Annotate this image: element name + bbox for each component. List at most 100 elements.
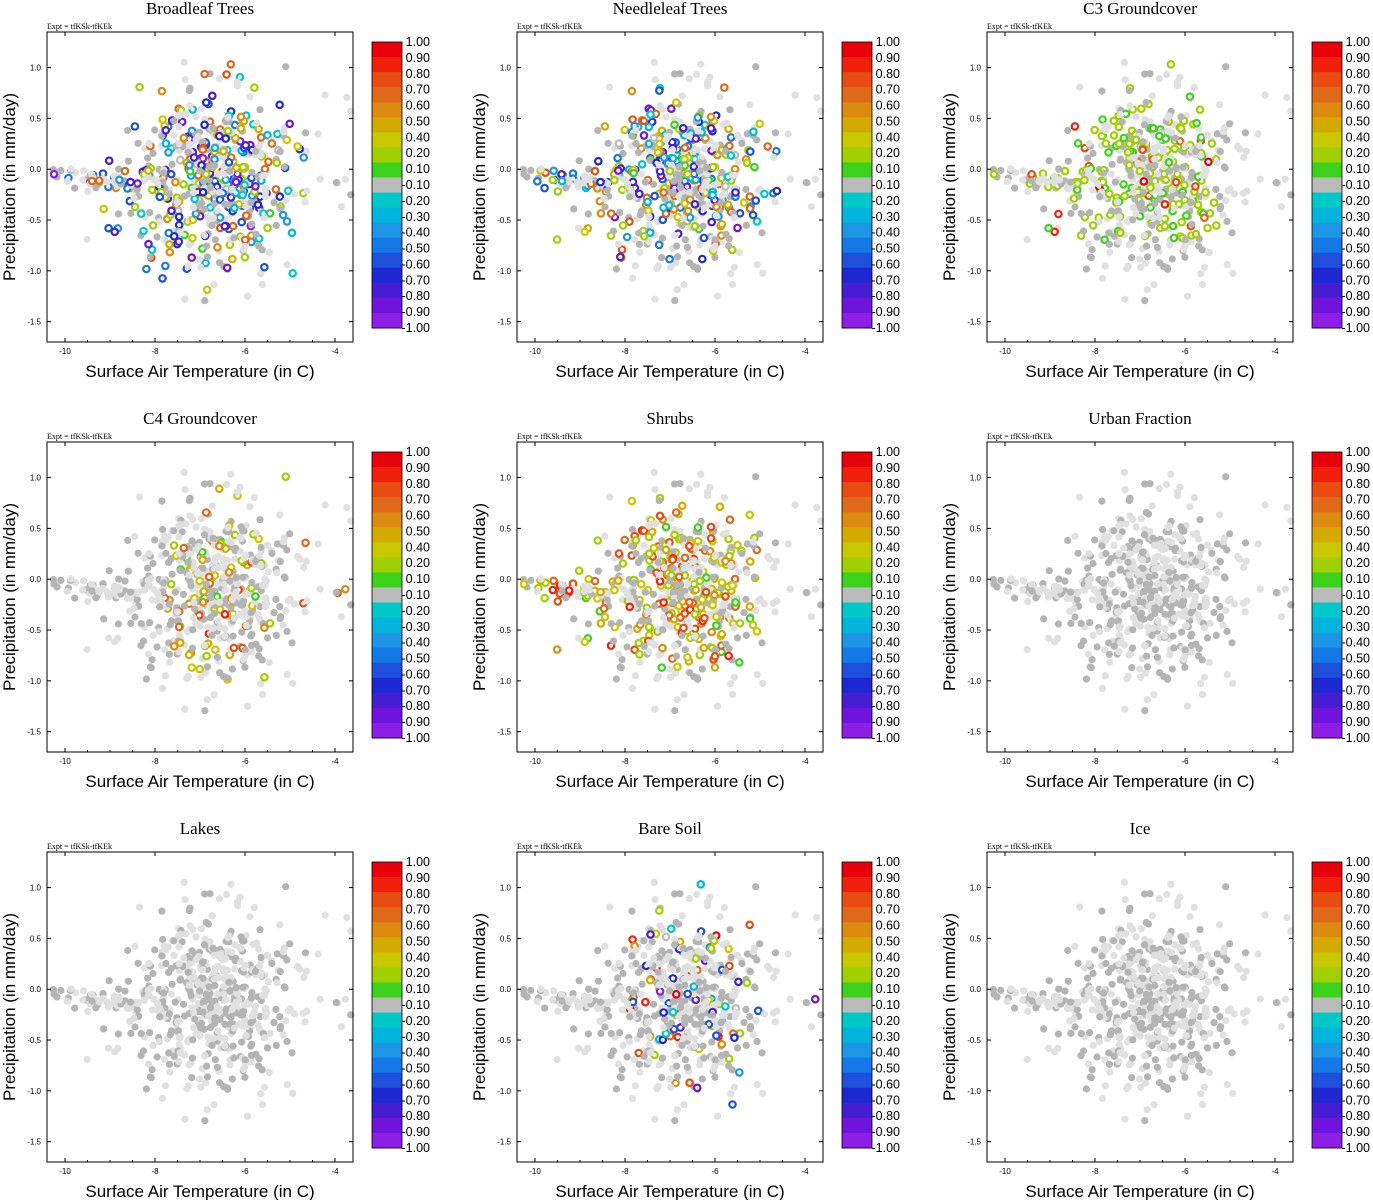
colorbar-label: -0.70 xyxy=(1342,273,1371,287)
scatter-point xyxy=(1219,128,1227,136)
scatter-point xyxy=(1125,550,1133,558)
scatter-point xyxy=(749,127,758,137)
scatter-point xyxy=(1120,58,1128,66)
colorbar-swatch xyxy=(842,237,872,254)
scatter-point xyxy=(686,669,694,677)
scatter-point xyxy=(153,233,161,241)
scatter-point xyxy=(221,175,231,185)
scatter-point xyxy=(155,192,165,202)
scatter-point xyxy=(1148,123,1158,133)
scatter-points xyxy=(519,468,825,715)
expt-label: Expt = tfKSk-tfKEk xyxy=(47,432,112,441)
scatter-point xyxy=(1180,180,1189,190)
scatter-point xyxy=(1116,639,1124,647)
scatter-point xyxy=(206,480,214,488)
scatter-point xyxy=(272,595,280,604)
scatter-point xyxy=(242,961,250,969)
scatter-point xyxy=(643,197,652,207)
scatter-point xyxy=(57,986,65,995)
scatter-point xyxy=(49,169,59,179)
scatter-point xyxy=(1201,598,1210,607)
scatter-point xyxy=(609,227,618,235)
scatter-point xyxy=(204,1033,212,1041)
colorbar-swatch xyxy=(372,512,402,528)
scatter-point xyxy=(670,587,678,595)
scatter-point xyxy=(1219,621,1227,629)
scatter-point xyxy=(80,987,88,995)
scatter-point xyxy=(691,632,699,640)
scatter-point xyxy=(257,151,265,160)
scatter-point xyxy=(1143,663,1152,671)
scatter-point xyxy=(548,585,558,595)
scatter-point xyxy=(1212,631,1220,640)
scatter-point xyxy=(185,955,193,963)
scatter-point xyxy=(263,951,272,959)
y-tick-label: -1.0 xyxy=(967,267,981,276)
scatter-point xyxy=(184,148,192,156)
scatter-point xyxy=(239,601,247,609)
scatter-point xyxy=(722,640,730,648)
scatter-point xyxy=(198,555,207,565)
scatter-point xyxy=(1150,691,1158,699)
scatter-point xyxy=(1064,126,1072,135)
scatter-point xyxy=(1124,672,1132,680)
colorbar-label: -0.50 xyxy=(1342,652,1371,666)
scatter-point xyxy=(1201,165,1209,173)
scatter-point xyxy=(695,576,705,586)
scatter-point xyxy=(1142,580,1150,588)
scatter-point xyxy=(697,60,705,68)
scatter-point xyxy=(171,998,179,1006)
scatter-point xyxy=(1137,673,1145,681)
colorbar-swatch xyxy=(842,282,872,299)
panel-title: Bare Soil xyxy=(638,819,702,838)
scatter-point xyxy=(1177,523,1185,531)
scatter-point xyxy=(1111,588,1119,596)
scatter-point xyxy=(63,587,71,595)
scatter-point xyxy=(552,645,562,654)
scatter-point xyxy=(651,76,659,84)
scatter-point xyxy=(154,1000,162,1008)
scatter-point xyxy=(200,941,209,949)
scatter-point xyxy=(1095,218,1103,226)
scatter-point xyxy=(1213,540,1221,548)
colorbar-swatch xyxy=(842,312,872,329)
scatter-point xyxy=(105,1044,113,1052)
scatter-point xyxy=(681,587,689,595)
colorbar-swatch xyxy=(372,192,402,209)
scatter-point xyxy=(1139,564,1147,573)
scatter-point xyxy=(654,672,662,680)
scatter-point xyxy=(254,1021,262,1029)
scatter-point xyxy=(1109,131,1119,140)
scatter-point xyxy=(730,673,739,681)
scatter-point xyxy=(205,983,213,991)
scatter-point xyxy=(137,1030,145,1038)
scatter-point xyxy=(733,540,742,550)
scatter-point xyxy=(263,223,272,233)
scatter-point xyxy=(190,194,200,204)
scatter-point xyxy=(1136,577,1144,585)
scatter-point xyxy=(596,619,606,628)
scatter-point xyxy=(200,205,208,213)
scatter-point xyxy=(158,497,166,505)
scatter-point xyxy=(197,105,205,113)
scatter-point xyxy=(301,949,310,957)
scatter-point xyxy=(639,526,649,536)
scatter-point xyxy=(158,132,166,140)
scatter-point xyxy=(1106,658,1114,666)
scatter-point xyxy=(1216,558,1224,566)
scatter-point xyxy=(1076,493,1084,501)
scatter-point xyxy=(1044,223,1053,233)
scatter-point xyxy=(1167,603,1175,612)
scatter-point xyxy=(730,624,739,632)
scatter-point xyxy=(1192,118,1201,128)
y-tick-label: 0.5 xyxy=(30,114,42,123)
scatter-point xyxy=(1149,214,1158,222)
scatter-point xyxy=(1195,105,1205,115)
scatter-point xyxy=(1129,204,1138,212)
scatter-point xyxy=(1023,235,1031,244)
scatter-point xyxy=(146,1029,154,1037)
colorbar-swatch xyxy=(372,707,402,724)
scatter-point xyxy=(148,221,158,230)
scatter-point xyxy=(240,1001,249,1009)
x-tick-label: -10 xyxy=(529,757,541,766)
